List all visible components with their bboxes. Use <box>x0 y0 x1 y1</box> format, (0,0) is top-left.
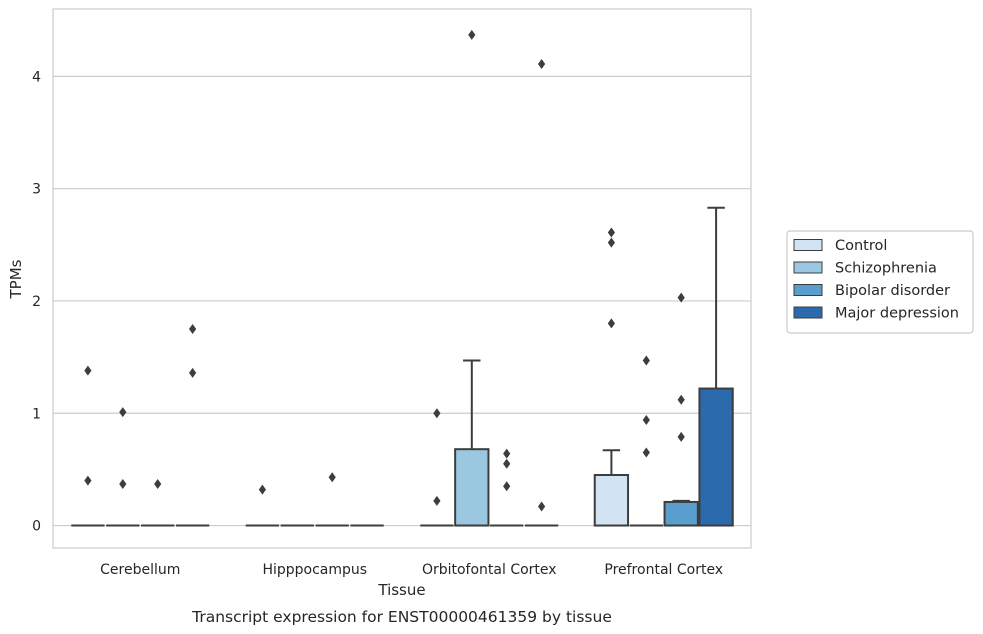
outlier-point <box>642 355 650 366</box>
outlier-point <box>538 59 546 70</box>
outlier-point <box>642 447 650 458</box>
x-tick-label: Prefrontal Cortex <box>604 562 723 578</box>
legend-label: Bipolar disorder <box>835 283 950 299</box>
outlier-point <box>503 448 511 459</box>
outlier-point <box>119 478 127 489</box>
box-group <box>71 365 105 527</box>
outlier-point <box>538 501 546 512</box>
outlier-point <box>607 227 615 238</box>
box-group <box>490 448 524 527</box>
y-axis-label: TPMs <box>7 259 25 299</box>
outlier-point <box>328 472 336 483</box>
x-axis-ticks: Cerebellum Hipppocampus Orbitofontal Corte… <box>100 562 723 578</box>
outlier-point <box>258 484 266 495</box>
legend-label: Major depression <box>835 306 959 322</box>
legend-swatch <box>793 239 823 251</box>
outlier-point <box>677 431 685 442</box>
outlier-point <box>84 365 92 376</box>
outlier-point <box>607 318 615 329</box>
outlier-point <box>677 394 685 405</box>
plot-area <box>52 8 752 549</box>
outlier-point <box>433 495 441 506</box>
box-group <box>629 355 663 527</box>
legend-box <box>786 230 974 334</box>
outlier-point <box>154 478 162 489</box>
outlier-point <box>677 292 685 303</box>
y-tick-label: 3 <box>32 182 41 198</box>
x-tick-label: Cerebellum <box>100 562 180 578</box>
box-group <box>698 206 734 527</box>
outlier-point <box>189 324 197 335</box>
legend-swatch <box>793 261 823 274</box>
box <box>698 387 734 527</box>
legend-label: Control <box>835 238 887 254</box>
box-group <box>141 478 175 527</box>
outlier-point <box>607 237 615 248</box>
x-tick-label: Orbitofontal Cortex <box>422 562 557 578</box>
legend-swatch <box>793 306 823 319</box>
y-tick-label: 2 <box>32 294 41 310</box>
outlier-point <box>503 481 511 492</box>
y-tick-label: 4 <box>32 69 41 85</box>
outlier-point <box>642 414 650 425</box>
outlier-point <box>503 458 511 469</box>
outlier-point <box>119 407 127 418</box>
box <box>593 474 630 527</box>
box-group <box>245 484 280 527</box>
box-group <box>420 408 454 527</box>
outlier-point <box>189 367 197 378</box>
outlier-point <box>84 475 92 486</box>
box-group <box>663 292 699 527</box>
x-axis-label: Tissue <box>377 581 425 599</box>
legend: Control Schizophrenia Bipolar disorder Majo… <box>786 230 974 334</box>
x-tick-label: Hipppocampus <box>262 562 367 578</box>
outlier-point <box>468 29 476 40</box>
outlier-point <box>433 408 441 419</box>
box-group <box>315 472 349 527</box>
y-tick-label: 1 <box>32 406 41 422</box>
y-tick-label: 0 <box>32 519 41 535</box>
legend-label: Schizophrenia <box>835 261 937 277</box>
box <box>663 500 699 527</box>
legend-swatch <box>793 284 823 296</box>
boxes <box>71 29 734 527</box>
box-group <box>593 227 630 527</box>
y-axis-ticks: 0 1 2 3 4 <box>32 69 41 534</box>
chart-caption: Transcript expression for ENST0000046135… <box>191 608 612 626</box>
box-group <box>175 324 210 527</box>
box-group <box>454 29 490 527</box>
box <box>454 448 490 527</box>
box-group <box>106 407 140 527</box>
box-group <box>524 59 559 527</box>
